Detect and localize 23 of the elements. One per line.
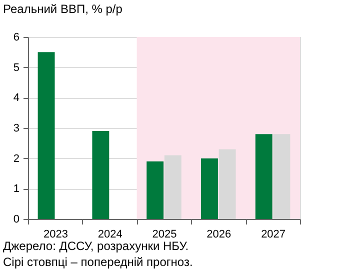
bar [218,149,236,219]
x-tick-label: 2025 [152,228,177,240]
y-tick-label: 1 [13,183,20,196]
bar [201,158,218,219]
y-tick-label: 6 [13,32,20,44]
x-tick-label: 2026 [206,228,232,240]
x-tick-label: 2023 [43,228,68,240]
bar [92,131,110,219]
x-tick-label: 2024 [98,228,122,240]
text: Сірі стовпці – попередній прогноз. [3,255,193,269]
bar [164,155,182,219]
text: Джерело: ДССУ, розрахунки НБУ. [3,239,189,253]
y-tick-label: 2 [13,152,20,165]
y-tick-label: 0 [13,214,20,226]
y-tick-label: 5 [13,62,20,74]
bar [38,52,55,219]
bar [255,134,272,219]
y-tick-label: 4 [13,92,20,104]
chart-title: Реальний ВВП, % р/р [3,2,123,16]
bar [146,161,164,219]
bar [273,134,290,219]
x-tick-label: 2027 [261,228,286,240]
y-tick-label: 3 [13,122,20,134]
